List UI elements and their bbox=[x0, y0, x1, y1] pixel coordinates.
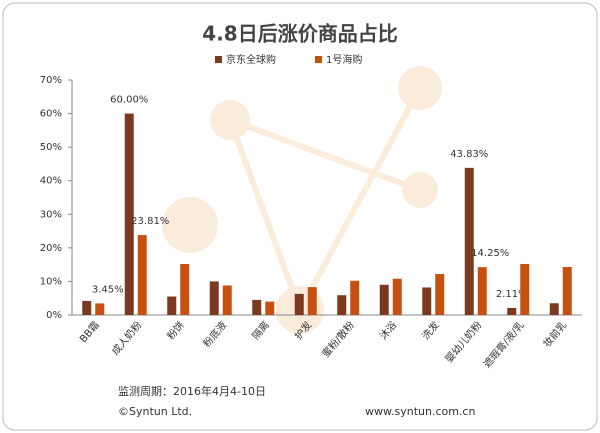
value-label: 3.45% bbox=[92, 284, 124, 295]
legend-label: 京东全球购 bbox=[226, 53, 276, 66]
value-label: 43.83% bbox=[450, 149, 488, 160]
y-tick-label: 40% bbox=[40, 176, 62, 187]
bar bbox=[464, 167, 474, 315]
legend-swatch bbox=[315, 56, 322, 63]
website: www.syntun.com.cn bbox=[365, 405, 475, 418]
chart-title: 4.8日后涨价商品占比 bbox=[202, 22, 397, 46]
value-label: 14.25% bbox=[471, 248, 509, 259]
bar bbox=[180, 263, 190, 315]
bar bbox=[252, 299, 262, 315]
bar bbox=[222, 285, 232, 315]
bar bbox=[520, 263, 530, 315]
bar bbox=[167, 296, 177, 315]
y-tick-label: 70% bbox=[40, 75, 62, 86]
value-label: 60.00% bbox=[110, 95, 148, 106]
value-label: 2.11% bbox=[496, 289, 528, 300]
y-tick-label: 30% bbox=[40, 209, 62, 220]
legend-swatch bbox=[215, 56, 222, 63]
bar bbox=[294, 293, 304, 315]
y-tick-label: 0% bbox=[46, 310, 62, 321]
bar bbox=[82, 300, 92, 315]
bar bbox=[337, 295, 347, 315]
bar bbox=[95, 303, 105, 315]
bar bbox=[124, 113, 134, 315]
value-label: 23.81% bbox=[131, 216, 169, 227]
bar bbox=[392, 278, 402, 315]
bar bbox=[307, 287, 317, 315]
bar bbox=[350, 280, 360, 315]
legend-label: 1号海购 bbox=[326, 53, 362, 66]
bar bbox=[507, 307, 517, 315]
bar bbox=[549, 303, 559, 315]
y-tick-label: 60% bbox=[40, 109, 62, 120]
bar bbox=[265, 301, 275, 315]
bar bbox=[477, 267, 487, 315]
y-tick-label: 10% bbox=[40, 276, 62, 287]
bar bbox=[422, 287, 432, 315]
bar bbox=[209, 281, 219, 315]
bar bbox=[137, 235, 147, 315]
bar bbox=[379, 284, 389, 315]
bar bbox=[435, 274, 445, 315]
period: 监测周期：2016年4月4-10日 bbox=[118, 384, 266, 398]
y-tick-label: 50% bbox=[40, 142, 62, 153]
copyright: ©Syntun Ltd. bbox=[118, 405, 192, 418]
bar bbox=[562, 266, 572, 315]
y-tick-label: 20% bbox=[40, 243, 62, 254]
